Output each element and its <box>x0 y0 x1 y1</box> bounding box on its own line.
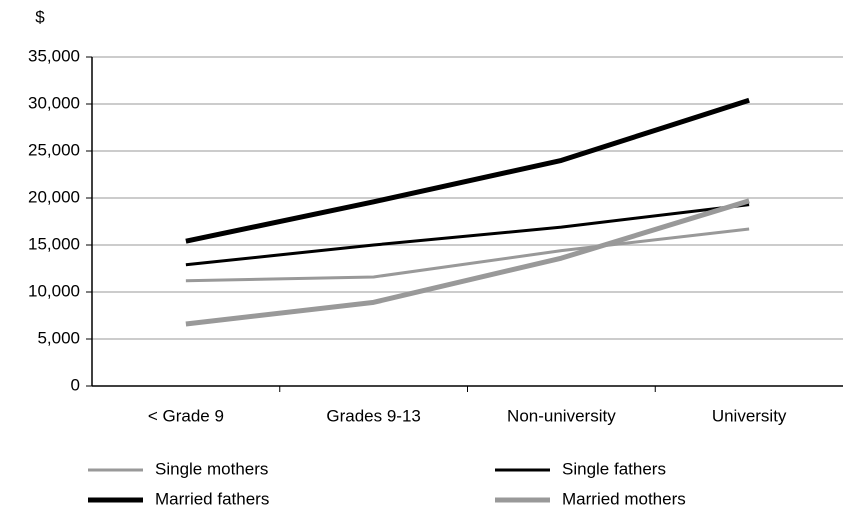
legend-label: Married mothers <box>562 489 686 508</box>
y-tick-label: 30,000 <box>28 93 80 112</box>
legend-label: Married fathers <box>155 489 269 508</box>
legend-label: Single mothers <box>155 459 268 478</box>
y-tick-label: 10,000 <box>28 281 80 300</box>
y-tick-label: 20,000 <box>28 187 80 206</box>
series-line <box>185 97 750 244</box>
legend-label: Single fathers <box>562 459 666 478</box>
y-tick-label: 5,000 <box>37 328 80 347</box>
y-tick-label: 25,000 <box>28 140 80 159</box>
y-axis-label: $ <box>35 7 45 26</box>
series-line <box>185 227 750 283</box>
y-tick-label: 15,000 <box>28 234 80 253</box>
y-tick-label: 35,000 <box>28 46 80 65</box>
x-tick-label: < Grade 9 <box>148 406 224 425</box>
series-line <box>185 203 750 267</box>
x-tick-label: Grades 9-13 <box>326 406 421 425</box>
y-tick-label: 0 <box>71 375 80 394</box>
x-tick-label: Non-university <box>507 406 616 425</box>
series-line <box>185 198 750 327</box>
x-tick-label: University <box>712 406 787 425</box>
